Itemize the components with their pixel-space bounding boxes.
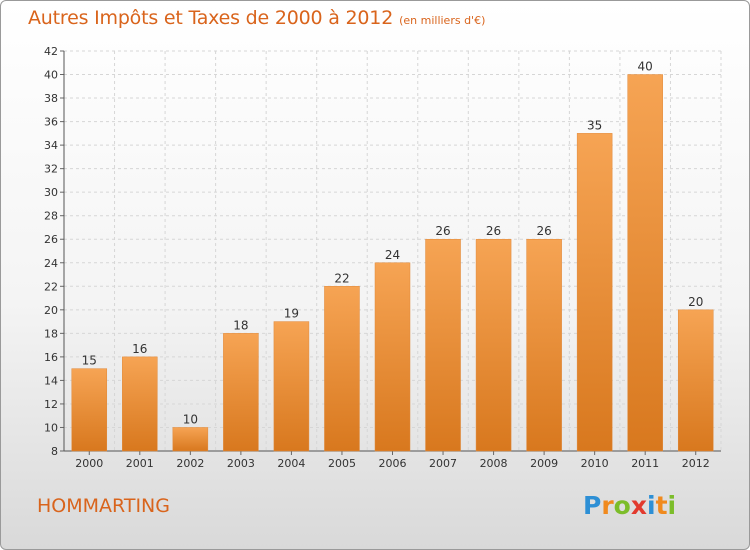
logo-letter: r: [601, 491, 614, 520]
logo-letter: o: [613, 491, 631, 520]
chart-title-text: Autres Impôts et Taxes de 2000 à 2012: [28, 7, 394, 29]
commune-name: HOMMARTING: [37, 495, 170, 517]
y-tick-label: 34: [44, 139, 58, 152]
data-label-2002: 10: [183, 412, 198, 426]
data-label-2011: 40: [638, 60, 653, 74]
data-label-2000: 15: [82, 354, 97, 368]
label-layer: 15 16 10 18 19 22 24 26 26 26 35 40 20: [82, 60, 704, 427]
bar-2003: [223, 333, 259, 452]
data-label-2012: 20: [688, 295, 703, 309]
x-tick-label-2002: 2002: [176, 457, 204, 470]
bar-2011: [627, 74, 663, 452]
x-tick-label-2009: 2009: [530, 457, 558, 470]
data-label-2007: 26: [435, 224, 450, 238]
x-tick-label-2001: 2001: [126, 457, 154, 470]
bar-2000: [71, 368, 108, 452]
y-tick-label: 20: [44, 304, 58, 317]
data-label-2009: 26: [536, 224, 551, 238]
y-tick-label: 36: [44, 116, 58, 129]
y-tick-label: 38: [44, 92, 58, 105]
bar-2012: [677, 309, 714, 452]
data-label-2004: 19: [284, 307, 299, 321]
bar-2002: [172, 427, 209, 452]
x-tick-label-2011: 2011: [631, 457, 659, 470]
data-label-2001: 16: [132, 342, 147, 356]
x-tick-label-2004: 2004: [277, 457, 305, 470]
x-tick-label-2000: 2000: [75, 457, 103, 470]
bar-2008: [475, 238, 512, 452]
data-label-2005: 22: [334, 271, 349, 285]
bar-layer: [71, 74, 714, 452]
chart-subtitle: (en milliers d'€): [399, 14, 486, 27]
y-tick-label: 22: [44, 280, 58, 293]
y-tick-label: 26: [44, 233, 58, 246]
y-tick-label: 18: [44, 327, 58, 340]
proxiti-logo[interactable]: Proxiti: [583, 491, 676, 520]
chart-title: Autres Impôts et Taxes de 2000 à 2012 (en…: [28, 7, 485, 29]
data-label-2006: 24: [385, 248, 400, 262]
data-label-2010: 35: [587, 118, 602, 132]
logo-letter: P: [583, 491, 602, 520]
x-tick-label-2005: 2005: [328, 457, 356, 470]
logo-letter: i: [647, 491, 656, 520]
x-tick-label-2007: 2007: [429, 457, 457, 470]
y-tick-label: 40: [44, 69, 58, 82]
y-tick-label: 32: [44, 163, 58, 176]
bar-2005: [324, 286, 360, 452]
y-tick-label: 30: [44, 186, 58, 199]
x-tick-label-2003: 2003: [227, 457, 255, 470]
y-tick-label: 10: [44, 421, 58, 434]
y-tick-label: 28: [44, 210, 58, 223]
y-tick-label: 14: [44, 374, 58, 387]
x-tick-label-2006: 2006: [379, 457, 407, 470]
bar-2007: [425, 238, 461, 452]
logo-letter: t: [655, 491, 668, 520]
y-tick-label: 42: [44, 45, 58, 58]
bar-2004: [273, 321, 310, 452]
data-label-2003: 18: [233, 318, 248, 332]
y-tick-label: 12: [44, 398, 58, 411]
y-tick-label: 24: [44, 257, 58, 270]
logo-letter: x: [630, 491, 647, 520]
data-label-2008: 26: [486, 224, 501, 238]
x-tick-label-2010: 2010: [581, 457, 609, 470]
logo-letter: i: [667, 491, 677, 520]
bar-2010: [576, 133, 613, 452]
bar-2009: [526, 238, 562, 452]
y-tick-label: 16: [44, 351, 58, 364]
x-tick-label-2008: 2008: [480, 457, 508, 470]
bar-2006: [374, 262, 411, 452]
x-tick-label-2012: 2012: [682, 457, 710, 470]
y-tick-label: 8: [51, 445, 58, 458]
bar-2001: [122, 356, 158, 452]
